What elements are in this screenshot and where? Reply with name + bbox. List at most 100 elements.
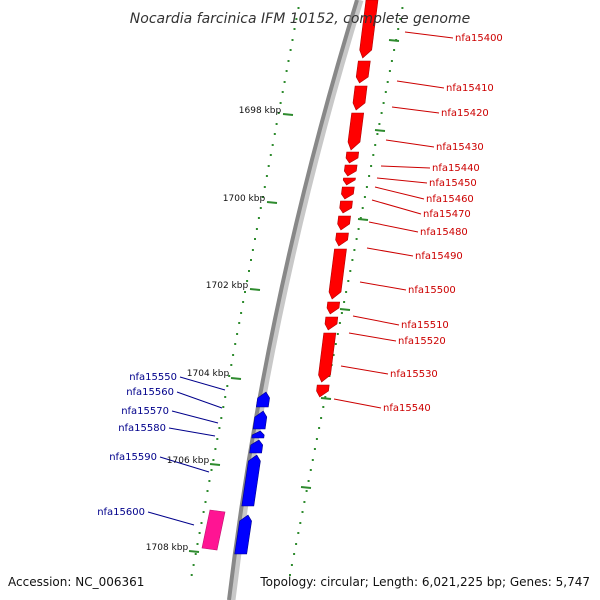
forward-gene-leader-line xyxy=(368,221,419,233)
left-scale-dot xyxy=(216,438,219,440)
forward-gene-arrow[interactable] xyxy=(337,215,351,231)
left-scale-dot xyxy=(214,448,217,450)
right-scale-dot xyxy=(324,396,327,398)
right-scale-dot xyxy=(301,511,304,513)
right-scale-dot xyxy=(386,81,389,83)
left-scale-dot xyxy=(232,354,235,356)
right-scale-dot xyxy=(334,343,337,345)
right-scale-dot xyxy=(353,249,356,251)
forward-gene-leader-line xyxy=(391,106,440,114)
right-scale-dot xyxy=(401,7,404,9)
forward-gene-arrow[interactable] xyxy=(316,384,330,398)
forward-gene-label[interactable]: nfa15470 xyxy=(423,209,471,220)
forward-gene-leader-line xyxy=(371,199,422,215)
right-scale-dot xyxy=(365,186,368,188)
major-tick xyxy=(249,288,261,291)
reverse-gene-arrow[interactable] xyxy=(251,430,265,439)
genes-layer xyxy=(201,0,379,555)
forward-gene-arrow[interactable] xyxy=(345,151,360,164)
major-tick xyxy=(339,308,351,311)
forward-gene-arrow[interactable] xyxy=(339,200,353,214)
major-tick xyxy=(209,463,221,466)
accession-label: Accession: NC_006361 xyxy=(8,575,144,589)
forward-gene-arrow[interactable] xyxy=(359,0,379,59)
left-scale-dot xyxy=(257,217,260,219)
right-scale-dot xyxy=(313,448,316,450)
right-scale-dot xyxy=(318,427,321,429)
right-scale-dot xyxy=(368,175,371,177)
forward-gene-label[interactable]: nfa15440 xyxy=(432,163,480,174)
reverse-gene-arrow[interactable] xyxy=(234,514,252,555)
reverse-gene-label[interactable]: nfa15570 xyxy=(121,406,169,417)
reverse-gene-arrow[interactable] xyxy=(252,410,268,430)
left-scale-dot xyxy=(279,102,282,104)
right-scale-dot xyxy=(351,259,354,261)
right-scale-dot xyxy=(289,574,291,576)
forward-gene-label[interactable]: nfa15540 xyxy=(383,403,431,414)
left-scale-dot xyxy=(244,291,246,293)
right-scale-dot xyxy=(380,112,383,114)
major-tick xyxy=(357,218,369,221)
forward-gene-arrow[interactable] xyxy=(343,164,358,177)
left-scale-dot xyxy=(230,364,233,366)
left-scale-dot xyxy=(259,207,262,209)
forward-gene-leader-line xyxy=(333,398,382,409)
forward-gene-leader-line xyxy=(348,332,397,342)
reverse-gene-arrow[interactable] xyxy=(241,454,261,507)
left-scale-dot xyxy=(269,154,272,156)
highlighted-gene-block[interactable] xyxy=(201,509,226,551)
right-scale-dot xyxy=(340,312,343,314)
right-scale-dot xyxy=(378,123,381,125)
reverse-gene-leader-line xyxy=(147,511,195,526)
reverse-gene-arrow[interactable] xyxy=(255,391,270,408)
forward-gene-label[interactable]: nfa15520 xyxy=(398,336,446,347)
reverse-gene-label[interactable]: nfa15590 xyxy=(109,452,157,463)
left-scale-dot xyxy=(218,427,221,429)
left-scale-dot xyxy=(271,144,274,146)
reverse-gene-label[interactable]: nfa15550 xyxy=(129,372,177,383)
left-scale-dot xyxy=(283,81,286,83)
left-scale-dot xyxy=(297,7,300,9)
left-scale-dot xyxy=(275,123,278,125)
forward-gene-label[interactable]: nfa15460 xyxy=(426,194,474,205)
forward-gene-arrow[interactable] xyxy=(355,60,371,84)
right-scale-dot xyxy=(309,469,312,471)
kbp-position-label: 1704 kbp xyxy=(187,369,230,379)
forward-gene-leader-line xyxy=(380,165,431,169)
forward-gene-label[interactable]: nfa15530 xyxy=(390,369,438,380)
forward-gene-label[interactable]: nfa15400 xyxy=(455,33,503,44)
forward-gene-arrow[interactable] xyxy=(342,177,356,186)
forward-gene-arrow[interactable] xyxy=(347,112,365,151)
forward-gene-label[interactable]: nfa15430 xyxy=(436,142,484,153)
forward-gene-leader-line xyxy=(404,31,454,39)
major-tick xyxy=(282,113,294,116)
forward-gene-label[interactable]: nfa15420 xyxy=(441,108,489,119)
forward-gene-arrow[interactable] xyxy=(326,301,341,315)
left-scale-dot xyxy=(277,112,280,114)
forward-gene-label[interactable]: nfa15510 xyxy=(401,320,449,331)
reverse-gene-label[interactable]: nfa15600 xyxy=(97,507,145,518)
forward-gene-label[interactable]: nfa15480 xyxy=(420,227,468,238)
left-scale-dot xyxy=(263,186,266,188)
forward-gene-leader-line xyxy=(374,186,425,200)
reverse-gene-label[interactable]: nfa15580 xyxy=(118,423,166,434)
forward-gene-arrow[interactable] xyxy=(328,248,347,300)
right-scale-dot xyxy=(384,91,387,93)
forward-gene-label[interactable]: nfa15450 xyxy=(429,178,477,189)
right-scale-dot xyxy=(363,196,366,198)
tick-marks-layer xyxy=(188,7,404,576)
forward-gene-label[interactable]: nfa15500 xyxy=(408,285,456,296)
reverse-gene-arrow[interactable] xyxy=(249,439,264,454)
reverse-gene-label[interactable]: nfa15560 xyxy=(126,387,174,398)
forward-gene-arrow[interactable] xyxy=(352,85,368,111)
forward-gene-arrow[interactable] xyxy=(318,332,337,383)
forward-gene-arrow[interactable] xyxy=(324,316,339,331)
reverse-gene-leader-line xyxy=(168,427,216,437)
forward-gene-label[interactable]: nfa15410 xyxy=(446,83,494,94)
kbp-position-label: 1702 kbp xyxy=(206,281,249,291)
forward-gene-arrow[interactable] xyxy=(335,232,349,247)
forward-gene-leader-line xyxy=(359,281,407,291)
forward-gene-arrow[interactable] xyxy=(341,186,355,200)
forward-gene-label[interactable]: nfa15490 xyxy=(415,251,463,262)
